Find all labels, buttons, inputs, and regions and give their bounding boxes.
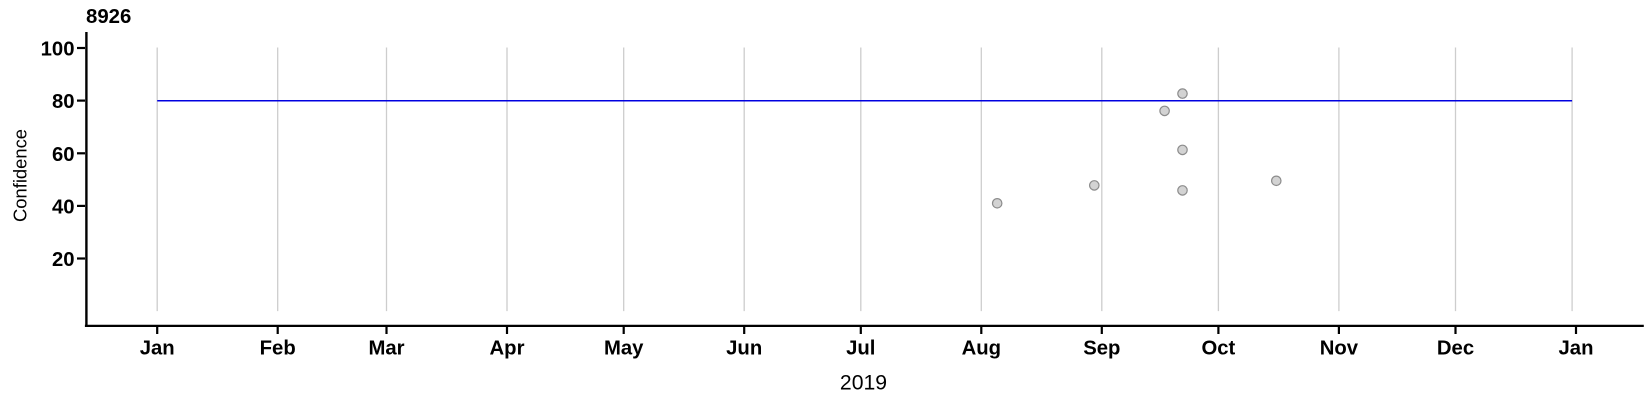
svg-text:100: 100 [41,39,75,61]
svg-text:Jul: Jul [846,337,875,359]
svg-text:Jun: Jun [726,337,762,359]
svg-text:Apr: Apr [490,337,525,359]
svg-text:Confidence: Confidence [10,129,31,222]
svg-text:40: 40 [52,197,75,219]
svg-text:Dec: Dec [1437,337,1474,359]
svg-text:Nov: Nov [1320,337,1359,359]
svg-text:Oct: Oct [1201,337,1235,359]
svg-text:8926: 8926 [86,6,131,28]
svg-text:Feb: Feb [260,337,296,359]
svg-text:Aug: Aug [962,337,1001,359]
svg-text:Jan: Jan [1559,337,1594,359]
svg-text:2019: 2019 [840,372,887,395]
svg-text:May: May [604,337,644,359]
svg-text:Mar: Mar [368,337,404,359]
svg-text:Jan: Jan [140,337,175,359]
svg-text:20: 20 [52,249,75,271]
svg-text:Sep: Sep [1083,337,1120,359]
svg-text:60: 60 [52,144,75,166]
svg-text:80: 80 [52,91,75,113]
